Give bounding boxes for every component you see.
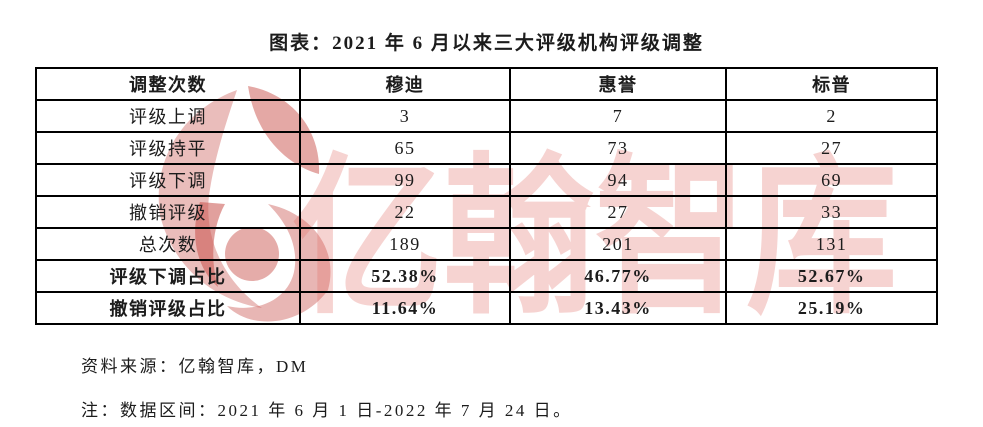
table-row-downgrades: 评级下调 99 94 69 (35, 163, 938, 197)
table-cell: 27 (508, 195, 728, 229)
table-cell: 131 (725, 227, 938, 261)
table-cell: 69 (725, 163, 938, 197)
row-label: 撤销评级 (35, 195, 301, 229)
table-cell: 65 (298, 131, 511, 165)
table-row-withdrawn: 撤销评级 22 27 33 (35, 195, 938, 229)
row-label: 评级上调 (35, 99, 301, 133)
note-line: 注：数据区间：2021 年 6 月 1 日-2022 年 7 月 24 日。 (81, 401, 573, 420)
table-row-total: 总次数 189 201 131 (35, 227, 938, 261)
table-cell: 73 (508, 131, 728, 165)
source-line: 资料来源：亿翰智库，DM (81, 357, 309, 376)
table-cell: 27 (725, 131, 938, 165)
row-label: 撤销评级占比 (35, 291, 301, 325)
row-label: 评级持平 (35, 131, 301, 165)
table-row-unchanged: 评级持平 65 73 27 (35, 131, 938, 165)
table-cell: 52.67% (725, 259, 938, 293)
table-cell: 2 (725, 99, 938, 133)
table-cell: 52.38% (298, 259, 511, 293)
table-cell: 189 (298, 227, 511, 261)
table-row-downgrade-share: 评级下调占比 52.38% 46.77% 52.67% (35, 259, 938, 293)
table-cell: 11.64% (298, 291, 511, 325)
column-header-metric: 调整次数 (35, 67, 301, 101)
row-label: 总次数 (35, 227, 301, 261)
table-cell: 25.19% (725, 291, 938, 325)
table-header-row: 调整次数 穆迪 惠誉 标普 (35, 67, 938, 101)
table-row-upgrades: 评级上调 3 7 2 (35, 99, 938, 133)
table-cell: 46.77% (508, 259, 728, 293)
row-label: 评级下调占比 (35, 259, 301, 293)
table-cell: 33 (725, 195, 938, 229)
column-header-fitch: 惠誉 (508, 67, 728, 101)
column-header-sp: 标普 (725, 67, 938, 101)
table-cell: 7 (508, 99, 728, 133)
table-row-withdrawn-share: 撤销评级占比 11.64% 13.43% 25.19% (35, 291, 938, 325)
table-cell: 201 (508, 227, 728, 261)
rating-adjustment-table: 调整次数 穆迪 惠誉 标普 评级上调 3 7 2 评级持平 65 73 27 (35, 67, 938, 325)
table-cell: 94 (508, 163, 728, 197)
row-label: 评级下调 (35, 163, 301, 197)
table-cell: 13.43% (508, 291, 728, 325)
column-header-moodys: 穆迪 (298, 67, 511, 101)
table-cell: 3 (298, 99, 511, 133)
table-cell: 22 (298, 195, 511, 229)
figure-title: 图表：2021 年 6 月以来三大评级机构评级调整 (269, 33, 704, 54)
table-cell: 99 (298, 163, 511, 197)
